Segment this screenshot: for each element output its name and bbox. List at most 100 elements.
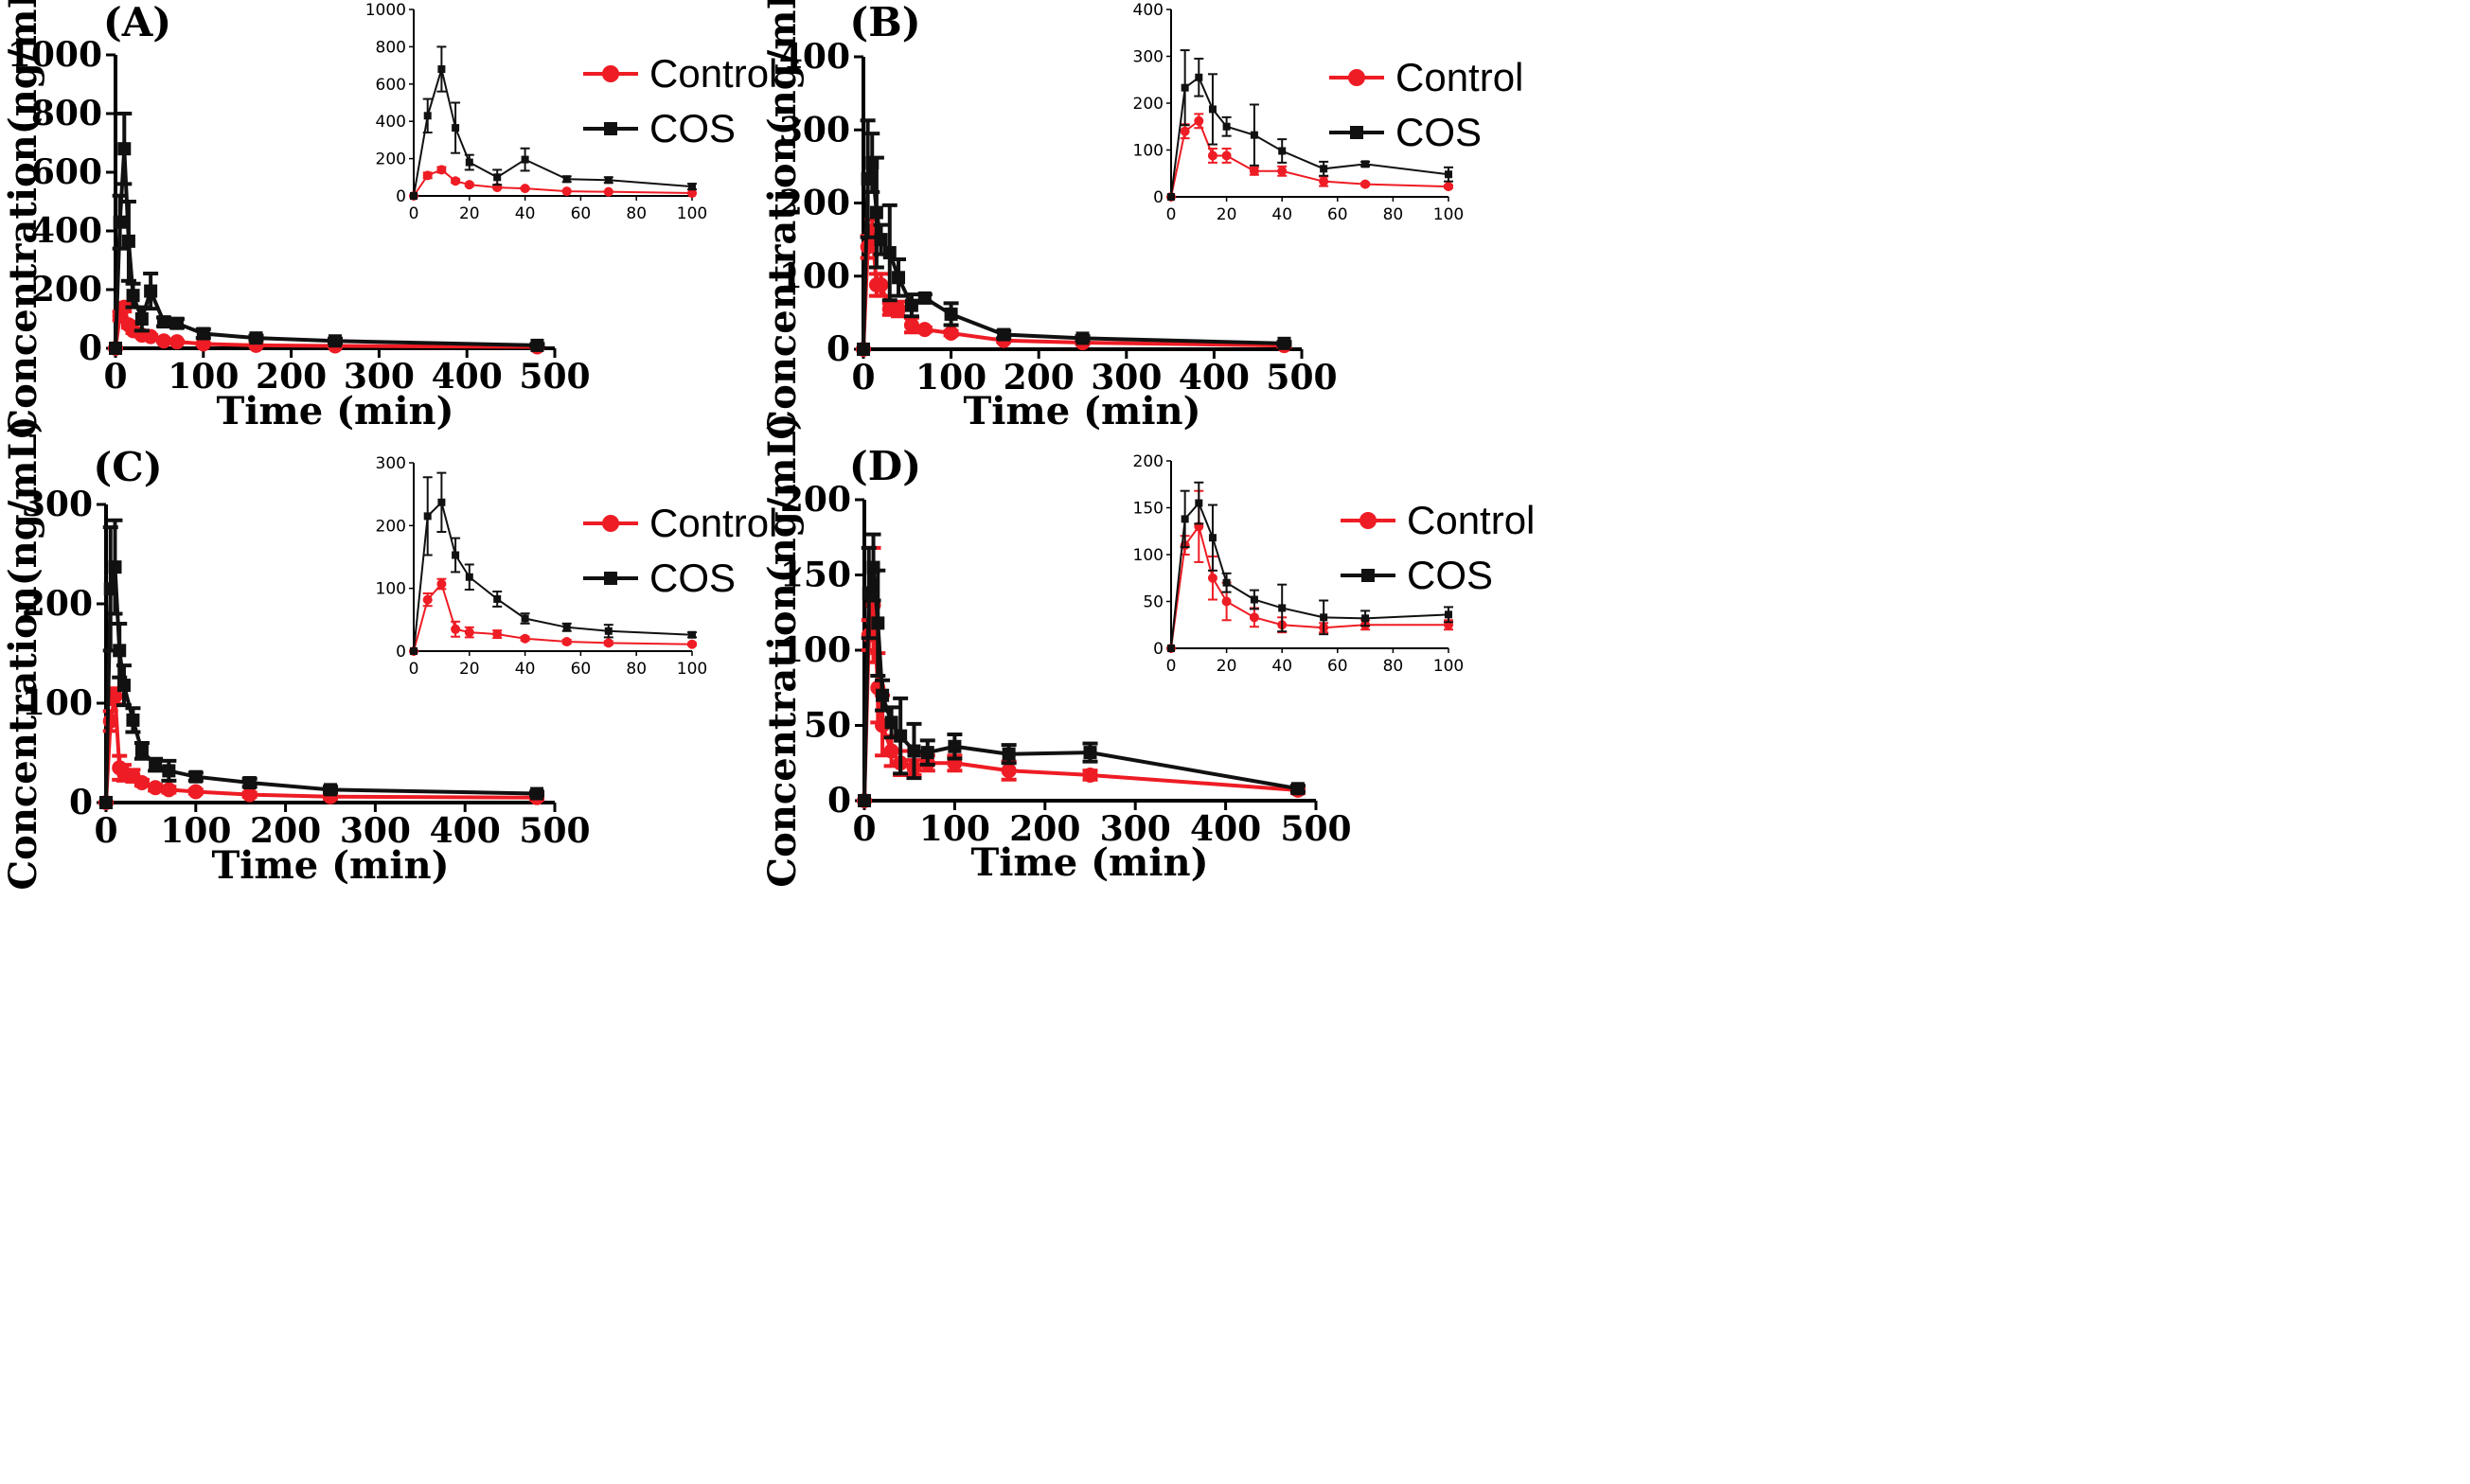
data-point-cos: [871, 616, 885, 630]
data-point-control: [464, 627, 474, 638]
data-point-cos: [1278, 604, 1287, 612]
data-point-control: [116, 299, 133, 315]
data-point-control: [687, 188, 697, 199]
data-point-cos: [884, 716, 898, 730]
inset-x-tick-label: 20: [1217, 205, 1237, 224]
data-point-control: [436, 165, 447, 175]
inset-x-tick-label: 40: [515, 204, 536, 223]
data-point-cos: [423, 512, 432, 521]
data-point-control: [903, 317, 919, 333]
inset-y-tick-label: 100: [1133, 142, 1164, 161]
series-line-cos: [413, 500, 693, 652]
inset-y-tick-label: 300: [1133, 48, 1164, 67]
x-tick-label: 200: [250, 811, 321, 851]
data-point-control: [1249, 612, 1259, 623]
series-line-cos: [413, 65, 693, 197]
data-point-control: [1221, 596, 1232, 607]
series-line-control: [1170, 524, 1448, 649]
data-point-cos: [116, 679, 131, 693]
data-point-cos: [688, 183, 696, 191]
data-point-cos: [109, 342, 122, 355]
inset-plot: 0 20 40 60 80 100 0 50 100 150 200: [1133, 452, 1465, 676]
data-point-cos: [688, 630, 696, 639]
legend-marker-cos: [1350, 126, 1363, 139]
data-point-cos: [437, 498, 446, 506]
data-point-cos: [857, 343, 870, 356]
data-point-cos: [117, 142, 132, 156]
data-point-cos: [874, 233, 888, 247]
x-tick-label: 400: [1179, 358, 1250, 398]
y-tick-label: 200: [31, 270, 102, 309]
inset-x-tick-label: 20: [1217, 657, 1237, 676]
y-tick-label: 300: [779, 110, 850, 150]
data-point-cos: [329, 334, 342, 348]
data-point-control: [169, 334, 185, 350]
data-point-cos: [1320, 613, 1328, 622]
data-point-cos: [465, 158, 473, 167]
data-point-control: [916, 322, 933, 338]
inset-x-tick-label: 100: [677, 660, 707, 679]
series-line-control: [413, 582, 693, 652]
data-point-control: [891, 301, 907, 317]
data-point-cos: [423, 112, 432, 120]
inset-y-tick-label: 150: [1133, 500, 1164, 519]
data-point-cos: [894, 729, 908, 743]
x-tick-label: 0: [103, 357, 127, 397]
data-point-cos: [162, 764, 176, 778]
panel-label: (C): [93, 444, 162, 490]
data-point-cos: [876, 688, 890, 702]
data-point-cos: [1445, 610, 1452, 619]
y-tick-label: 200: [779, 184, 850, 223]
data-point-cos: [113, 215, 127, 229]
data-point-cos: [1250, 131, 1258, 139]
data-point-control: [451, 176, 461, 186]
data-point-cos: [858, 794, 871, 807]
x-axis-title: Time (min): [211, 843, 449, 888]
x-tick-label: 500: [1266, 358, 1337, 398]
inset-y-tick-label: 100: [376, 580, 406, 599]
data-point-control: [241, 786, 258, 803]
data-point-cos: [1002, 747, 1016, 761]
inset-x-tick-label: 60: [571, 660, 592, 679]
data-point-control: [451, 624, 461, 634]
y-tick-label: 0: [826, 329, 850, 369]
inset-x-tick-label: 20: [459, 660, 480, 679]
data-point-cos: [1250, 595, 1258, 604]
y-tick-label: 0: [827, 781, 851, 821]
data-point-control: [561, 186, 572, 197]
series-line-cos: [1170, 76, 1449, 198]
x-tick-label: 100: [915, 358, 986, 398]
data-point-control: [107, 688, 123, 704]
data-point-control: [161, 782, 177, 798]
data-point-cos: [562, 175, 571, 184]
inset-x-tick-label: 20: [459, 204, 480, 223]
x-tick-label: 0: [94, 811, 117, 851]
data-point-cos: [997, 327, 1011, 342]
data-point-control: [1277, 166, 1288, 176]
series-line-control: [1170, 119, 1449, 198]
y-tick-label: 0: [79, 328, 102, 368]
inset-y-tick-label: 0: [1153, 640, 1164, 659]
legend-marker-cos: [604, 122, 617, 135]
x-tick-label: 400: [432, 357, 503, 397]
legend-marker-control: [602, 515, 619, 532]
data-point-cos: [242, 776, 257, 789]
data-point-control: [1319, 176, 1329, 186]
data-point-control: [148, 780, 164, 796]
data-point-control: [492, 629, 503, 640]
data-point-cos: [144, 284, 158, 298]
x-tick-label: 200: [1009, 809, 1080, 849]
data-point-cos: [126, 713, 140, 727]
inset-y-tick-label: 200: [376, 150, 406, 169]
y-tick-label: 1000: [8, 35, 102, 75]
data-point-cos: [882, 246, 897, 260]
data-point-control: [520, 184, 530, 194]
data-point-control: [422, 170, 433, 181]
legend: Control COS: [1341, 498, 1535, 597]
y-axis-title: Concentration(ng/mL): [1, 415, 45, 890]
legend-marker-control: [1348, 69, 1365, 86]
